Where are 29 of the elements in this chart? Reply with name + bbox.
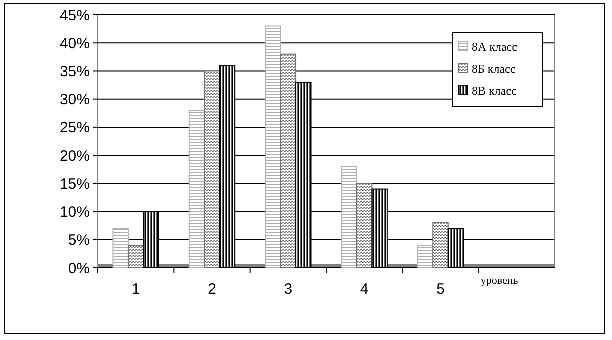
legend-label: 8А класс [472, 40, 518, 54]
bar [280, 54, 297, 268]
bar [356, 183, 373, 268]
y-tick-label: 25% [60, 120, 90, 137]
y-tick-label: 10% [60, 204, 90, 222]
x-tick-label: 3 [284, 281, 293, 298]
y-tick-label: 15% [60, 176, 90, 193]
y-tick-label: 20% [60, 148, 90, 165]
bar [128, 245, 144, 268]
y-tick-label: 45% [60, 7, 90, 24]
legend-label: 8В класс [472, 84, 517, 98]
x-axis-title: уровень [480, 275, 518, 287]
bar [265, 26, 282, 268]
y-tick-label: 35% [60, 63, 90, 80]
y-tick-label: 40% [60, 35, 90, 52]
x-tick-label: 4 [360, 281, 369, 298]
y-tick-label: 30% [60, 92, 90, 109]
bar [204, 70, 220, 268]
bar [112, 228, 129, 268]
bar [341, 166, 358, 268]
bar [417, 245, 434, 268]
y-tick-label: 0% [68, 260, 90, 278]
x-tick-label: 5 [436, 281, 445, 298]
y-tick-label: 5% [68, 232, 90, 250]
x-tick-label: 2 [208, 281, 216, 298]
bar [432, 222, 449, 268]
x-tick-label: 1 [132, 281, 140, 298]
bar [188, 110, 206, 268]
legend-label: 8Б класс [472, 62, 516, 76]
